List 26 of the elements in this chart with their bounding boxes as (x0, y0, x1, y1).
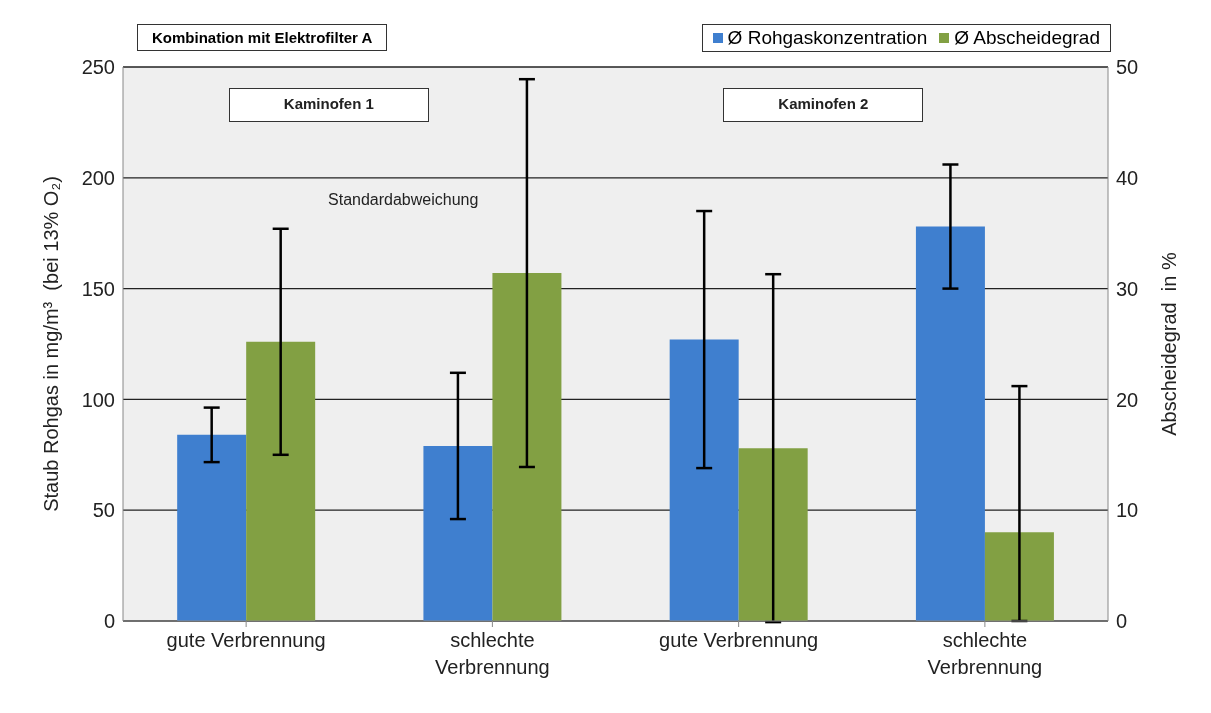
legend-label: Ø Rohgaskonzentration (727, 27, 928, 49)
annotation: Kaminofen 1 (282, 95, 375, 112)
y2-tick-label: 20 (1116, 388, 1139, 411)
bar (915, 226, 985, 621)
y-axis-title: Staub Rohgas in mg/m³ (bei 13% O₂) (40, 176, 62, 512)
x-tick-label: schlechte Verbrennung (927, 629, 1043, 678)
x-tick-label: gute Verbrennung (659, 629, 819, 651)
y-tick-label: 0 (103, 610, 115, 633)
y-tick-label: 200 (81, 166, 115, 189)
y2-tick-label: 10 (1116, 499, 1139, 522)
y2-tick-label: 30 (1116, 277, 1139, 300)
y-tick-label: 150 (81, 277, 115, 300)
annotation: Kaminofen 2 (777, 95, 870, 112)
x-tick-label: gute Verbrennung (166, 629, 326, 651)
annotation: Standardabweichung (328, 191, 479, 209)
y2-axis-title: Abscheidegrad in % (1158, 252, 1180, 436)
y2-tick-label: 40 (1116, 166, 1139, 189)
bar (984, 532, 1054, 621)
y2-tick-label: 50 (1116, 56, 1139, 79)
y-tick-label: 100 (81, 388, 115, 411)
y2-tick-label: 0 (1116, 610, 1128, 633)
y-tick-label: 250 (81, 56, 115, 79)
x-tick-label: schlechte Verbrennung (435, 629, 550, 678)
legend-label: Ø Abscheidegrad (954, 27, 1100, 49)
y-tick-label: 50 (92, 499, 115, 522)
chart-title: Kombination mit Elektrofilter A (137, 24, 388, 51)
